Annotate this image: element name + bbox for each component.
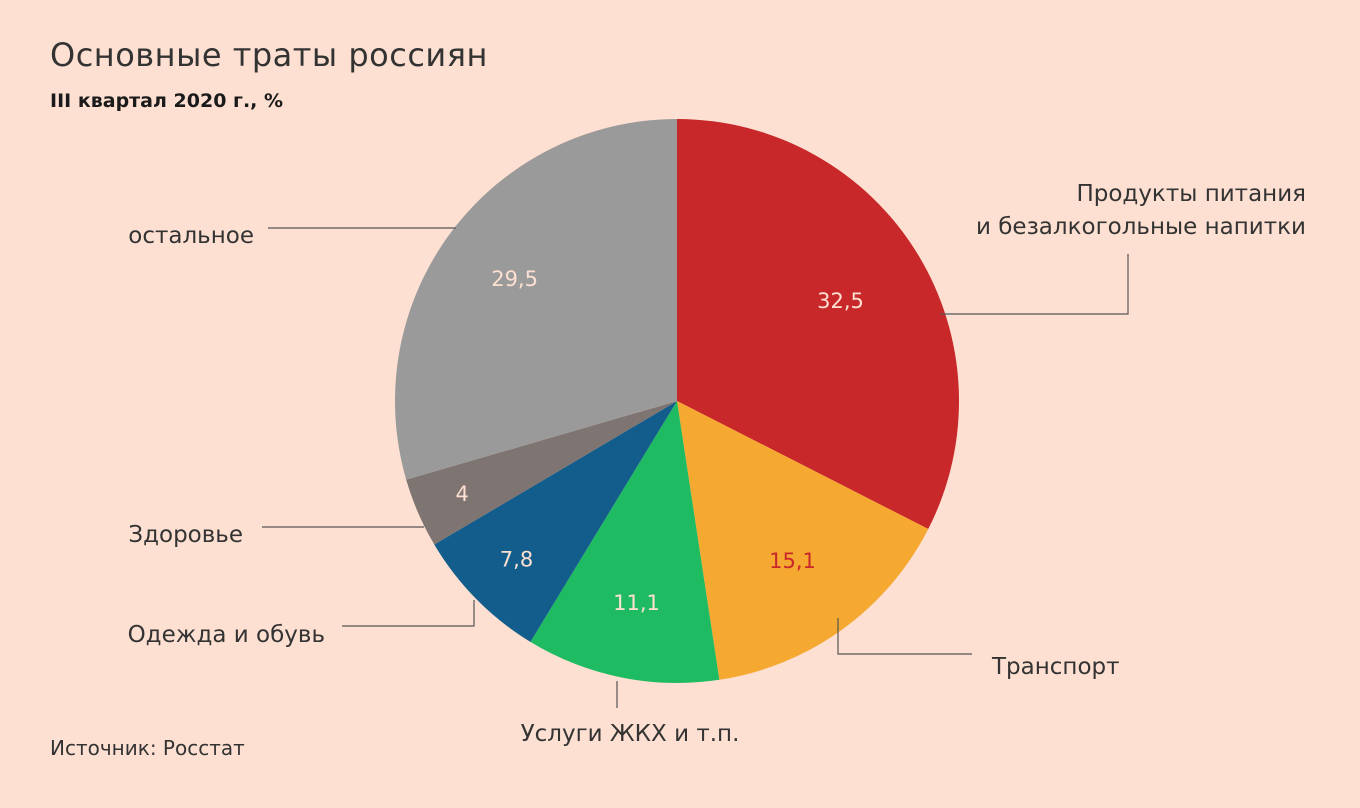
pie-slice-3	[434, 401, 677, 642]
pie-slices	[395, 119, 959, 684]
value-label-3: 7,8	[500, 548, 533, 572]
pie-slice-4	[406, 401, 677, 545]
value-label-5: 29,5	[491, 267, 538, 291]
value-label-0: 32,5	[817, 289, 864, 313]
chart-title: Основные траты россиян	[50, 36, 488, 74]
pie-slice-1	[677, 401, 929, 680]
leader-line-0	[940, 254, 1129, 315]
leader-line-1	[837, 618, 972, 655]
source-note: Источник: Росстат	[50, 736, 245, 760]
pie-slice-5	[395, 119, 677, 480]
value-label-4: 4	[456, 482, 469, 506]
category-label-3: Одежда и обувь	[128, 622, 325, 648]
value-label-1: 15,1	[769, 549, 816, 573]
category-label-2: Услуги ЖКХ и т.п.	[521, 721, 740, 747]
category-labels: Продукты питания и безалкогольные напитки…	[128, 181, 1306, 747]
value-label-2: 11,1	[613, 591, 660, 615]
leader-line-3	[342, 600, 475, 627]
category-label-4: Здоровье	[128, 522, 243, 548]
category-label-1: Транспорт	[991, 654, 1120, 680]
chart-subtitle: III квартал 2020 г., %	[50, 90, 284, 112]
pie-slice-2	[530, 401, 720, 684]
value-labels: 32,5 15,1 11,1 7,8 4 29,5	[456, 267, 864, 615]
category-label-5: остальное	[128, 223, 254, 249]
leader-lines	[262, 227, 1129, 708]
pie-slice-0	[677, 119, 959, 530]
category-label-0: Продукты питания и безалкогольные напитки	[976, 181, 1306, 240]
